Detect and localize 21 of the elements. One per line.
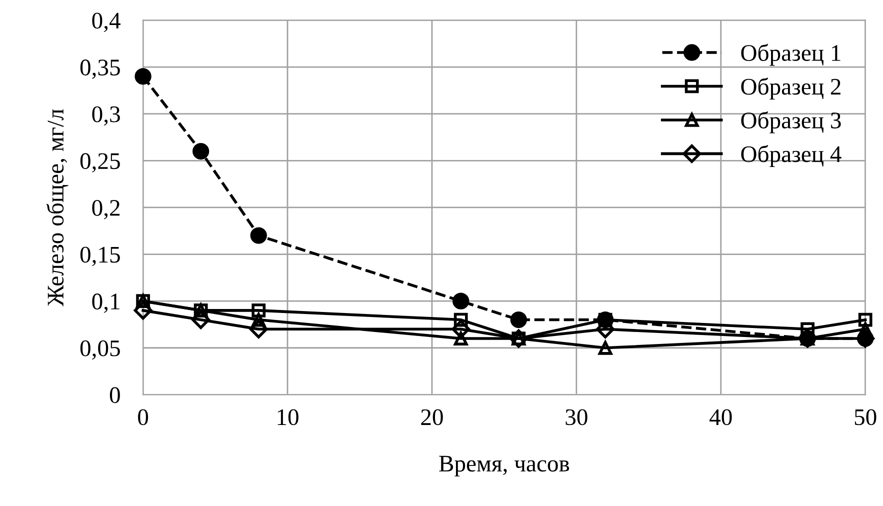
x-tick-label: 50 xyxy=(854,409,876,426)
y-axis-title: Железо общее, мг/л xyxy=(46,109,68,306)
y-tick-label: 0,2 xyxy=(92,200,120,220)
y-tick-label: 0,4 xyxy=(92,12,120,32)
x-tick-label: 0 xyxy=(138,409,148,426)
y-tick-label: 0,35 xyxy=(80,60,120,79)
legend-label: Образец 3 xyxy=(741,111,841,134)
x-tick-label: 40 xyxy=(710,409,732,426)
x-axis-title: Время, часов xyxy=(439,456,570,476)
legend-label: Образец 4 xyxy=(741,145,842,167)
y-tick-label: 0,3 xyxy=(92,106,120,126)
x-tick-label: 20 xyxy=(421,409,443,426)
legend-label: Образец 2 xyxy=(741,78,840,100)
x-tick-label: 10 xyxy=(278,409,298,426)
y-tick-label: 0 xyxy=(110,387,120,404)
y-tick-label: 0,05 xyxy=(80,340,120,360)
y-tick-label: 0,15 xyxy=(80,246,120,266)
x-tick-label: 30 xyxy=(566,409,588,426)
y-tick-label: 0,25 xyxy=(80,153,120,172)
y-tick-label: 0,1 xyxy=(92,294,120,313)
legend-label: Образец 1 xyxy=(741,44,840,66)
